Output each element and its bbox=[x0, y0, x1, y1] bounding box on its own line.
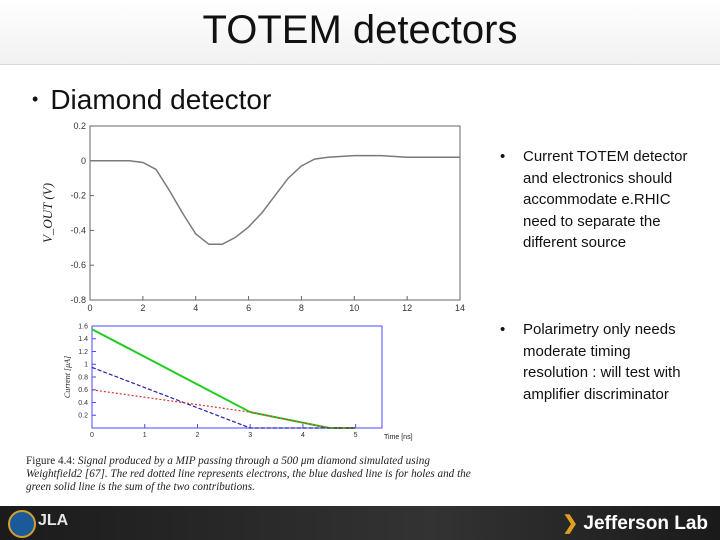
right-bullet-1-text: Current TOTEM detector and electronics s… bbox=[523, 148, 688, 252]
bullet-icon: • bbox=[500, 321, 506, 338]
main-bullet-text: Diamond detector bbox=[50, 84, 272, 115]
title-band bbox=[0, 0, 720, 65]
jefferson-lab-text: Jefferson Lab bbox=[583, 513, 708, 534]
plot-frame bbox=[91, 325, 383, 429]
x-tick-label: 5 bbox=[354, 432, 358, 439]
jla-logo: JLA bbox=[38, 512, 69, 529]
y-tick-label: -0.6 bbox=[70, 260, 86, 270]
series-line bbox=[91, 389, 356, 429]
y-tick-label: 0.2 bbox=[78, 413, 88, 420]
doe-seal-icon bbox=[8, 510, 36, 538]
right-bullet-2: • Polarimetry only needs moderate timing … bbox=[500, 319, 690, 405]
y-tick-label: 1.2 bbox=[78, 349, 88, 356]
y-tick-label: 1.4 bbox=[78, 336, 88, 343]
series-line bbox=[91, 328, 356, 429]
figure-caption: Figure 4.4: Signal produced by a MIP pas… bbox=[26, 455, 478, 494]
caption-text: Signal produced by a MIP passing through… bbox=[26, 455, 471, 493]
voltage-chart: 0 2 4 6 8 10 12 14 0.2 0 -0.2 -0.4 -0.6 -0.8 V_OUT (V) bbox=[40, 121, 465, 313]
x-tick-label: 2 bbox=[140, 303, 145, 313]
x-tick-label: 6 bbox=[246, 303, 251, 313]
x-tick-label: 3 bbox=[248, 432, 252, 439]
x-axis-label: Time [ns] bbox=[384, 434, 413, 441]
plot-frame bbox=[89, 125, 461, 301]
jefferson-lab-logo: ❯ Jefferson Lab bbox=[562, 512, 708, 535]
x-tick-label: 10 bbox=[349, 303, 359, 313]
x-tick-label: 0 bbox=[87, 303, 92, 313]
right-bullet-2-text: Polarimetry only needs moderate timing r… bbox=[523, 321, 681, 403]
y-tick-label: 0.4 bbox=[78, 400, 88, 407]
x-tick-label: 4 bbox=[193, 303, 198, 313]
x-tick-label: 0 bbox=[90, 432, 94, 439]
main-bullet: • Diamond detector bbox=[32, 84, 271, 116]
current-chart: 0 1 2 3 4 5 1.6 1.4 1.2 1 0.8 0.6 0.4 0.2 Current [μA]… bbox=[63, 323, 413, 441]
y-tick-label: -0.4 bbox=[70, 225, 86, 235]
bullet-icon: • bbox=[32, 89, 39, 109]
slide-title: TOTEM detectors bbox=[202, 8, 518, 52]
y-tick-label: -0.8 bbox=[70, 295, 86, 305]
right-bullet-1: • Current TOTEM detector and electronics … bbox=[500, 146, 690, 254]
x-tick-label: 8 bbox=[299, 303, 304, 313]
y-tick-label: 0.2 bbox=[73, 121, 86, 131]
y-tick-label: 0 bbox=[81, 156, 86, 166]
x-tick-label: 1 bbox=[143, 432, 147, 439]
x-tick-label: 4 bbox=[301, 432, 305, 439]
series-line bbox=[90, 154, 460, 246]
bullet-icon: • bbox=[500, 148, 506, 165]
y-tick-label: 1.6 bbox=[78, 323, 88, 330]
caption-prefix: Figure 4.4: bbox=[26, 455, 76, 467]
jefferson-lab-mark-icon: ❯ bbox=[562, 513, 584, 534]
y-tick-label: -0.2 bbox=[70, 191, 86, 201]
x-tick-label: 12 bbox=[402, 303, 412, 313]
y-tick-label: 1 bbox=[84, 362, 88, 369]
series-line bbox=[91, 366, 356, 429]
footer-bar bbox=[0, 506, 720, 540]
y-axis-label: Current [μA] bbox=[63, 356, 72, 398]
y-axis-label: V_OUT (V) bbox=[40, 183, 55, 243]
x-tick-label: 14 bbox=[455, 303, 465, 313]
y-tick-label: 0.6 bbox=[78, 387, 88, 394]
x-tick-label: 2 bbox=[196, 432, 200, 439]
y-tick-label: 0.8 bbox=[78, 374, 88, 381]
